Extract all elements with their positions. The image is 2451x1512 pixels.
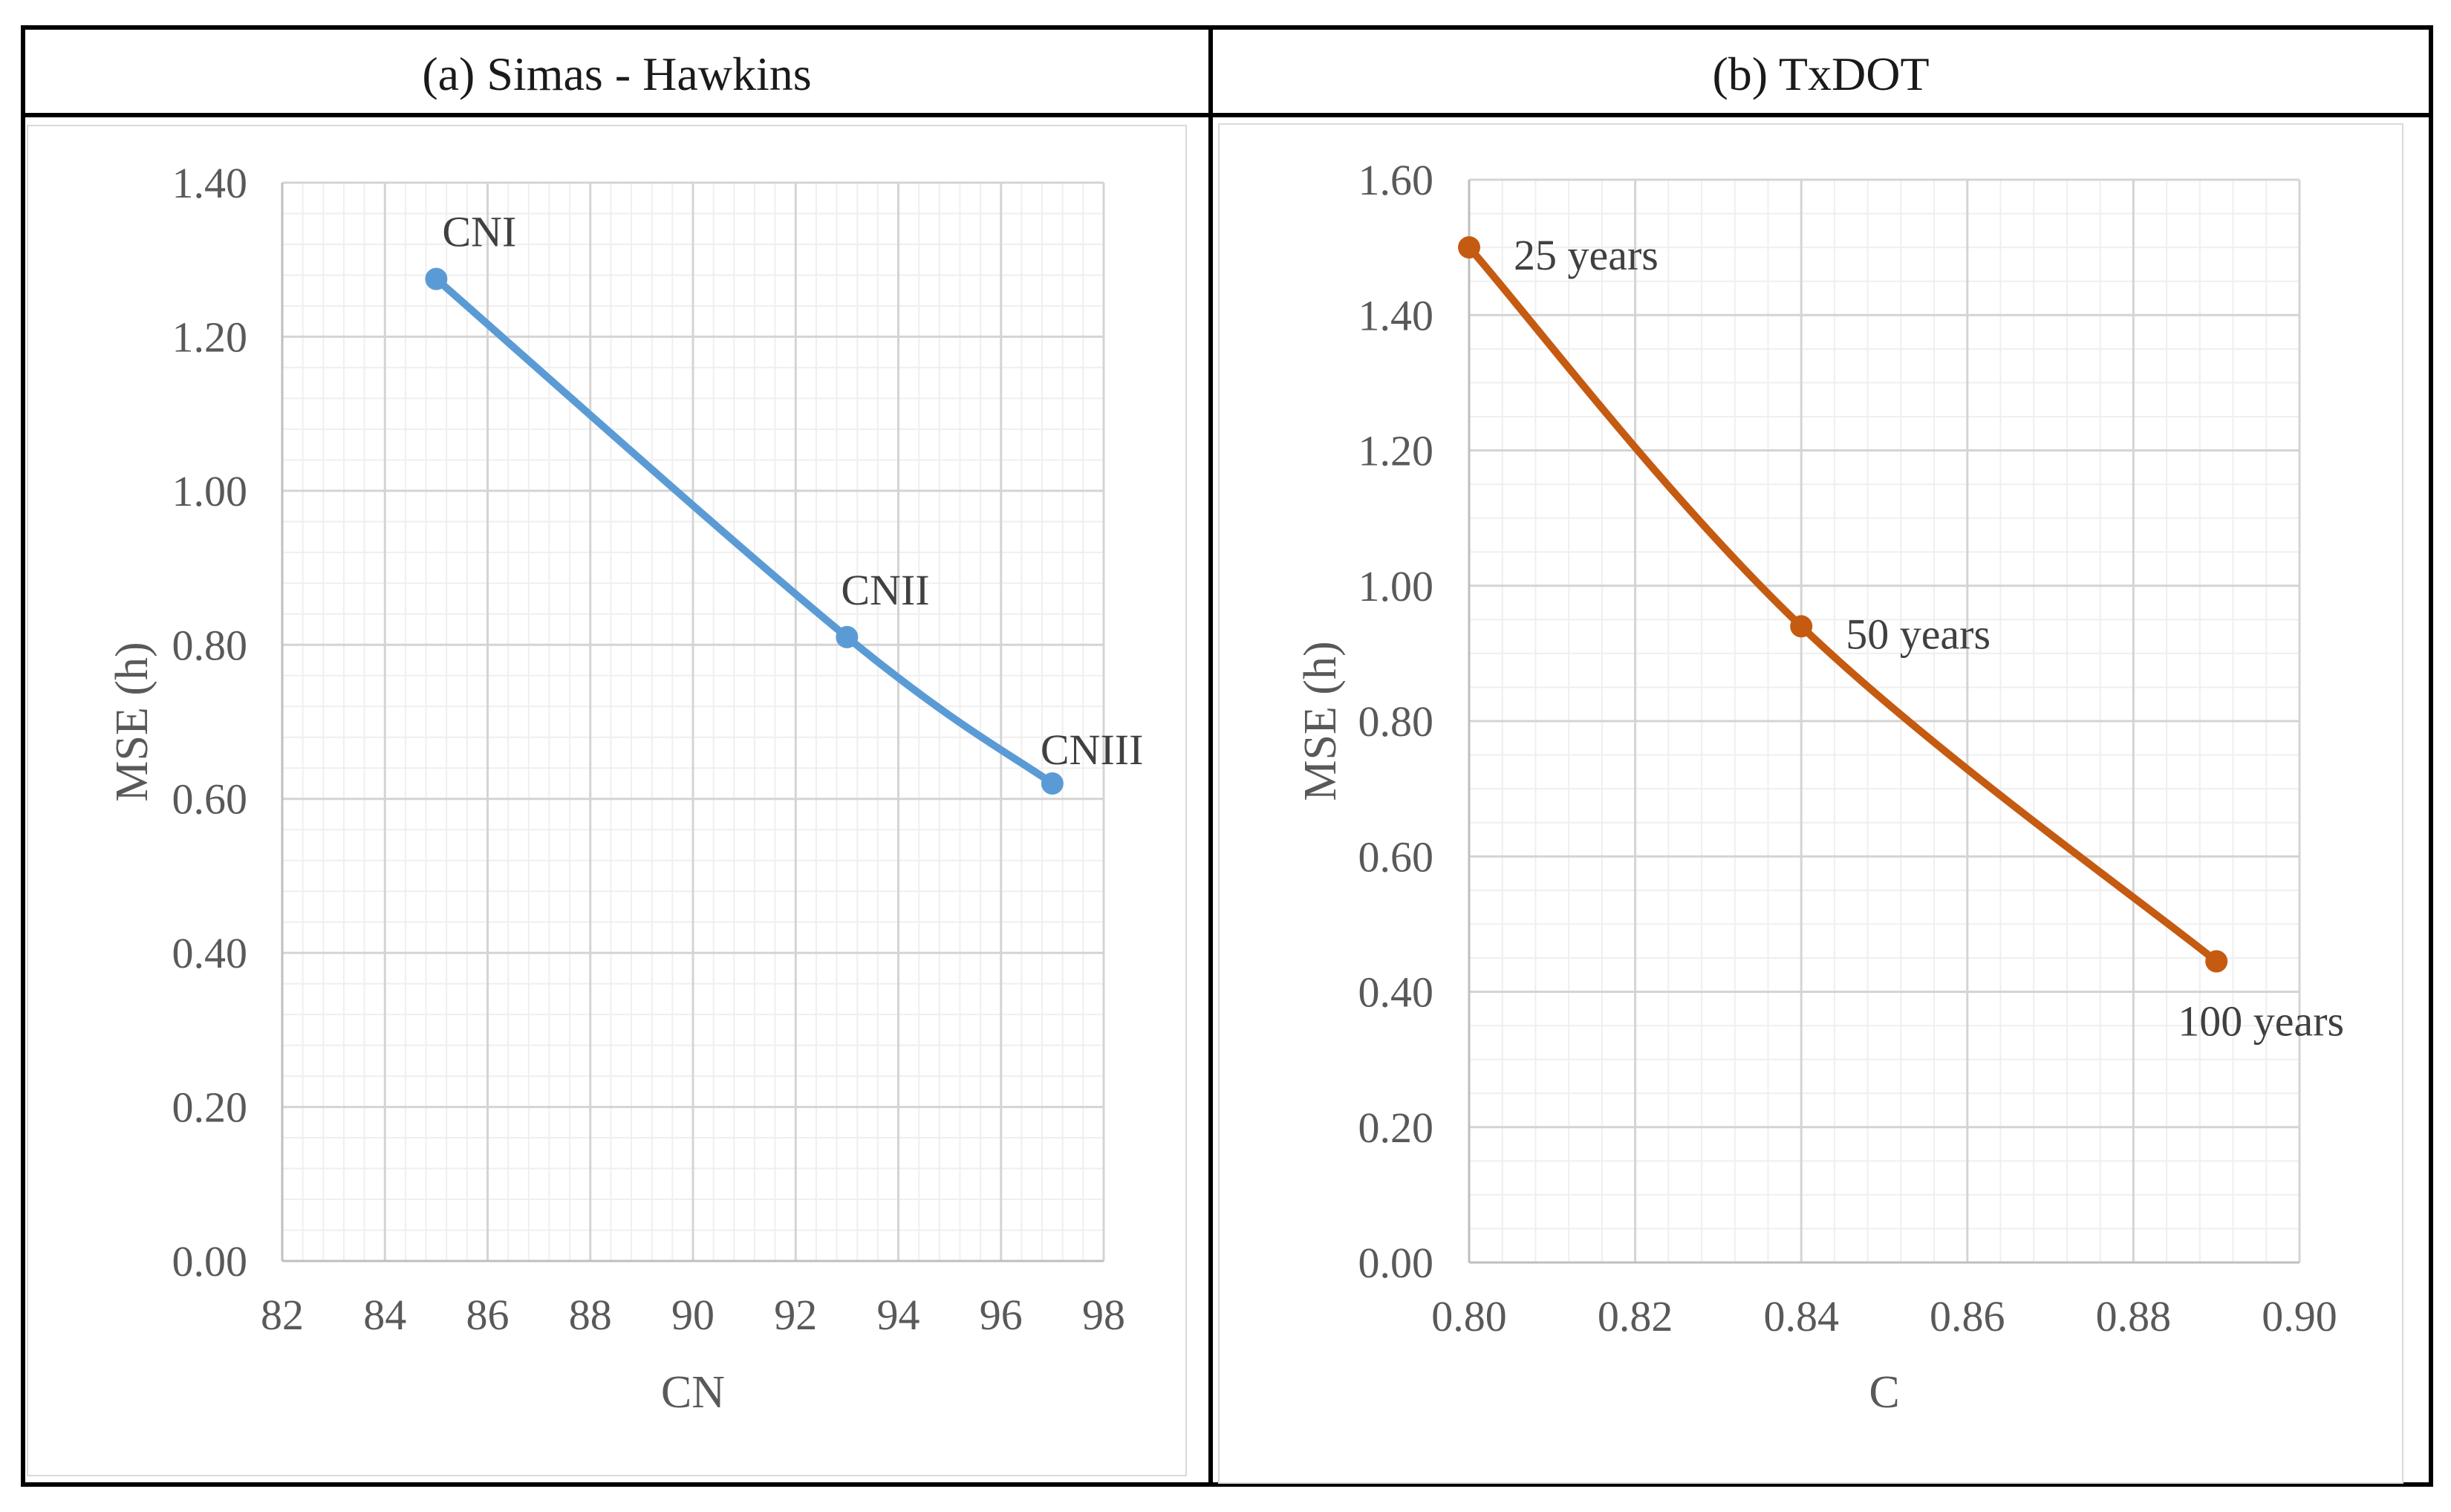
data-label: CNI [442,208,516,256]
chart-a: 82 84 86 88 90 92 94 96 98 0.00 0.20 0.40 0.60 0.80 1.… [107,159,1143,1418]
y-tick-label: 0.20 [172,1084,248,1132]
x-tick-label: 90 [671,1291,715,1339]
figure-frame [21,25,2433,1487]
series-line [1465,244,2221,965]
data-point [1458,236,1480,259]
x-tick-label: 94 [877,1291,920,1339]
y-tick-label: 0.40 [172,929,248,977]
data-label: 25 years [1514,231,1659,279]
x-tick-label: 0.84 [1763,1292,1839,1340]
x-tick-label: 98 [1082,1291,1125,1339]
chart-b: 0.80 0.82 0.84 0.86 0.88 0.90 0.00 0.20 0.40 0.60… [1295,156,2344,1418]
x-tick-label: 0.90 [2262,1292,2337,1340]
y-tick-label: 1.40 [172,159,248,207]
y-axis-label: MSE (h) [107,642,157,801]
header-divider [21,113,2433,117]
x-axis-label: C [1869,1367,1899,1418]
y-tick-label: 1.20 [1358,427,1434,475]
data-point [425,267,448,290]
x-tick-label: 92 [774,1291,817,1339]
data-label: 100 years [2178,997,2344,1045]
y-tick-label: 0.40 [1358,968,1434,1017]
x-tick-label: 0.80 [1431,1292,1507,1340]
x-tick-label: 84 [363,1291,406,1339]
series-line [432,275,1056,787]
x-tick-label: 0.82 [1598,1292,1673,1340]
y-tick-label: 1.60 [1358,156,1434,204]
y-tick-label: 0.00 [1358,1239,1434,1287]
y-tick-label: 0.80 [172,621,248,669]
x-tick-label: 88 [569,1291,612,1339]
y-tick-label: 1.20 [172,313,248,361]
data-point [836,625,859,648]
data-point [1041,772,1064,795]
y-tick-label: 1.40 [1358,291,1434,339]
panel-b-chart-area [1218,123,2403,1484]
data-label: 50 years [1846,610,1991,658]
x-tick-label: 0.86 [1930,1292,2005,1340]
x-tick-label: 96 [980,1291,1023,1339]
x-tick-label: 0.88 [2096,1292,2172,1340]
panel-b-title: (b) TxDOT [1712,48,1930,100]
panel-divider [1208,25,1213,1487]
y-tick-label: 0.60 [172,775,248,824]
y-tick-label: 0.80 [1358,697,1434,746]
data-label: CNIII [1041,726,1144,774]
panel-a-chart-area [27,125,1187,1476]
data-point [1790,615,1813,638]
panel-a-title: (a) Simas - Hawkins [422,48,812,100]
y-axis-label: MSE (h) [1295,641,1346,801]
y-tick-label: 1.00 [1358,562,1434,610]
y-tick-label: 0.00 [172,1237,248,1285]
x-tick-label: 86 [466,1291,510,1339]
data-label: CNII [841,566,929,614]
y-tick-label: 0.60 [1358,832,1434,881]
x-axis-label: CN [661,1367,725,1418]
y-tick-label: 0.20 [1358,1104,1434,1152]
data-point [2205,950,2228,973]
y-tick-label: 1.00 [172,467,248,515]
x-tick-label: 82 [261,1291,304,1339]
